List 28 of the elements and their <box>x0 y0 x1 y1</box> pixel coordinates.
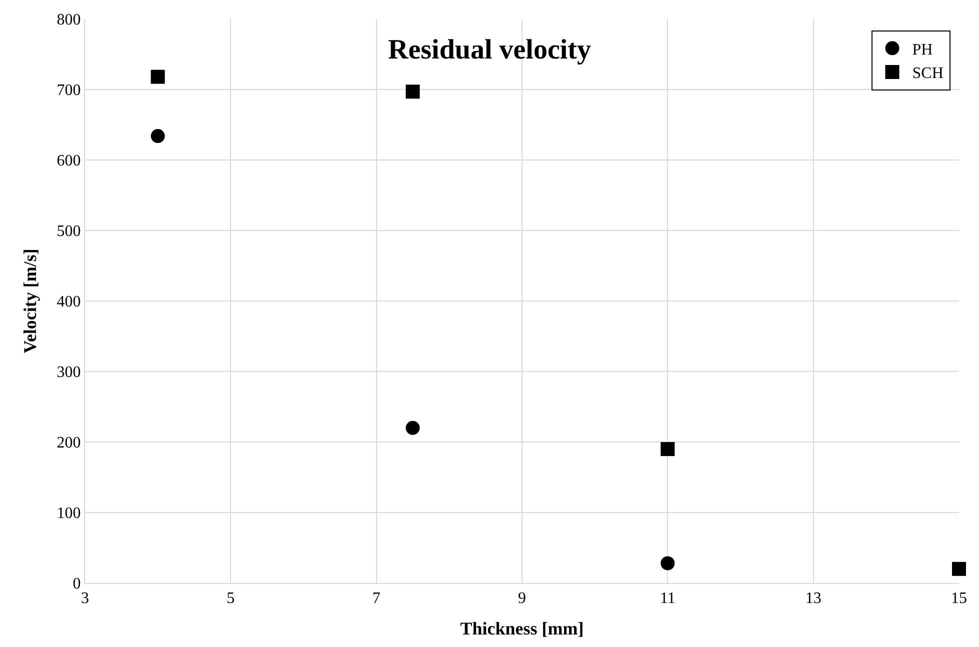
y-tick-label: 500 <box>56 223 81 240</box>
point <box>150 70 165 84</box>
x-tick-label: 5 <box>226 590 235 608</box>
legend-label: PH <box>912 41 934 58</box>
x-tick-label: 13 <box>805 590 822 608</box>
x-axis-title: Thickness [mm] <box>460 618 584 638</box>
y-tick-label: 100 <box>56 505 81 522</box>
x-tick-label: 11 <box>660 590 676 608</box>
x-tick-label: 7 <box>372 590 380 608</box>
y-tick-label: 0 <box>72 576 81 593</box>
y-tick-label: 300 <box>56 364 81 382</box>
y-tick-label: 600 <box>56 152 81 170</box>
point <box>406 84 420 99</box>
point <box>150 129 165 144</box>
y-tick-label: 800 <box>56 12 81 29</box>
y-tick-label: 200 <box>56 434 81 452</box>
point <box>406 420 420 435</box>
point <box>952 562 966 576</box>
x-tick-label: 9 <box>518 590 526 608</box>
x-tick-label: 15 <box>951 590 967 608</box>
x-tick-label: 3 <box>81 590 89 608</box>
text: Residual velocity <box>388 34 591 66</box>
legend-label: SCH <box>912 65 944 82</box>
point <box>660 442 675 456</box>
point <box>660 556 675 570</box>
y-tick-label: 700 <box>56 82 81 100</box>
y-axis-title: Velocity [m/s] <box>20 248 40 354</box>
y-tick-label: 400 <box>56 294 81 311</box>
